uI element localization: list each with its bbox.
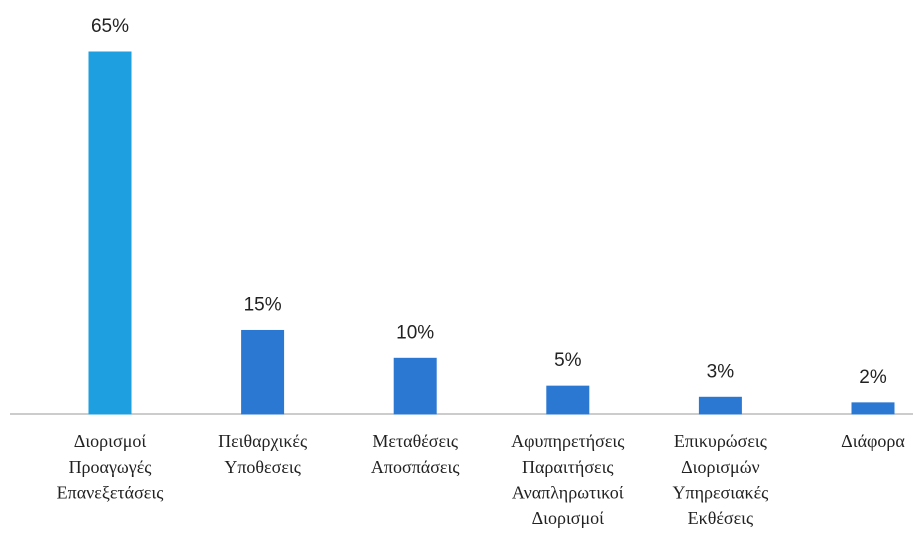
value-label: 10% [396,322,434,343]
value-label: 3% [707,361,735,382]
value-label: 2% [859,367,887,388]
bar [851,402,895,415]
bar [241,329,285,415]
x-tick-label: Διάφορα [841,431,905,451]
bar [546,385,590,415]
x-tick-label: Αναπληρωτικοί [512,483,624,503]
x-tick-label: Αφυπηρετήσεις [511,431,624,451]
x-tick-label: Διορισμών [681,457,760,477]
x-tick-label: Εκθέσεις [688,508,753,528]
x-tick-label: Πειθαρχικές [218,431,307,451]
bar [88,51,132,415]
x-tick-label: Υποθεσεις [224,457,301,477]
x-tick-label: Προαγωγές [69,457,152,477]
value-label: 5% [554,350,582,371]
x-tick-label: Αποσπάσεις [371,457,460,477]
value-label: 65% [91,16,129,37]
bar [393,357,437,415]
x-tick-label: Επικυρώσεις [674,431,767,451]
value-label: 15% [244,294,282,315]
x-tick-label: Υπηρεσιακές [673,483,769,503]
x-tick-label: Διορισμοί [74,431,147,451]
x-tick-label: Επανεξετάσεις [57,483,164,503]
x-tick-label: Μεταθέσεις [372,431,458,451]
x-tick-label: Διορισμοί [532,508,605,528]
x-tick-label: Παραιτήσεις [522,457,614,477]
bar [698,396,742,415]
